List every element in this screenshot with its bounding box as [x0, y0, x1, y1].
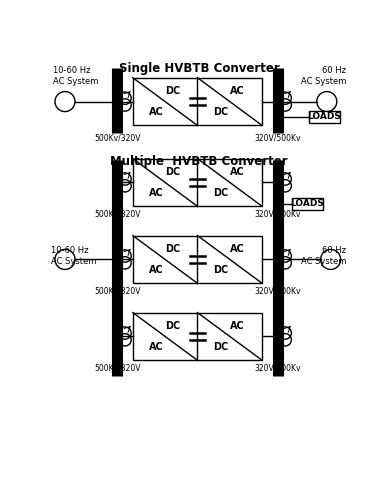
- Text: 10-60 Hz
AC System: 10-60 Hz AC System: [53, 66, 99, 86]
- Text: AC: AC: [149, 107, 163, 117]
- Bar: [292, 198, 323, 210]
- Text: Multiple  HVBTB Converter: Multiple HVBTB Converter: [110, 156, 288, 168]
- Text: AC: AC: [149, 188, 163, 198]
- Text: 320V/500Kv: 320V/500Kv: [254, 286, 301, 296]
- Text: 60 Hz
AC System: 60 Hz AC System: [301, 246, 346, 266]
- Text: DC: DC: [213, 188, 228, 198]
- Text: DC: DC: [165, 321, 180, 331]
- Text: AC: AC: [230, 167, 245, 177]
- Text: LOADS: LOADS: [291, 200, 324, 208]
- Text: 500Kv/320V: 500Kv/320V: [94, 286, 140, 296]
- Text: Single HVBTB Converter: Single HVBTB Converter: [119, 62, 279, 76]
- Text: DC: DC: [165, 86, 180, 96]
- Text: AC: AC: [149, 342, 163, 352]
- Bar: [309, 111, 340, 123]
- Text: DC: DC: [213, 107, 228, 117]
- Text: LOADS: LOADS: [308, 112, 342, 122]
- Bar: [133, 312, 262, 360]
- Bar: [133, 236, 262, 284]
- Text: DC: DC: [213, 265, 228, 275]
- Text: 500Kv/320V: 500Kv/320V: [94, 134, 140, 143]
- Text: 320V/500Kv: 320V/500Kv: [254, 134, 301, 143]
- Bar: [133, 158, 262, 206]
- Text: 500Kv/320V: 500Kv/320V: [94, 210, 140, 218]
- Text: AC: AC: [230, 244, 245, 254]
- Text: 60 Hz
AC System: 60 Hz AC System: [301, 66, 346, 86]
- Text: AC: AC: [230, 321, 245, 331]
- Text: DC: DC: [165, 167, 180, 177]
- Text: 500Kv/320V: 500Kv/320V: [94, 364, 140, 372]
- Text: AC: AC: [230, 86, 245, 96]
- Text: AC: AC: [149, 265, 163, 275]
- Text: 10-60 Hz
AC System: 10-60 Hz AC System: [51, 246, 96, 266]
- Text: DC: DC: [165, 244, 180, 254]
- Text: DC: DC: [213, 342, 228, 352]
- Text: 320V/500Kv: 320V/500Kv: [254, 210, 301, 218]
- Text: 320V/500Kv: 320V/500Kv: [254, 364, 301, 372]
- Bar: [133, 78, 262, 126]
